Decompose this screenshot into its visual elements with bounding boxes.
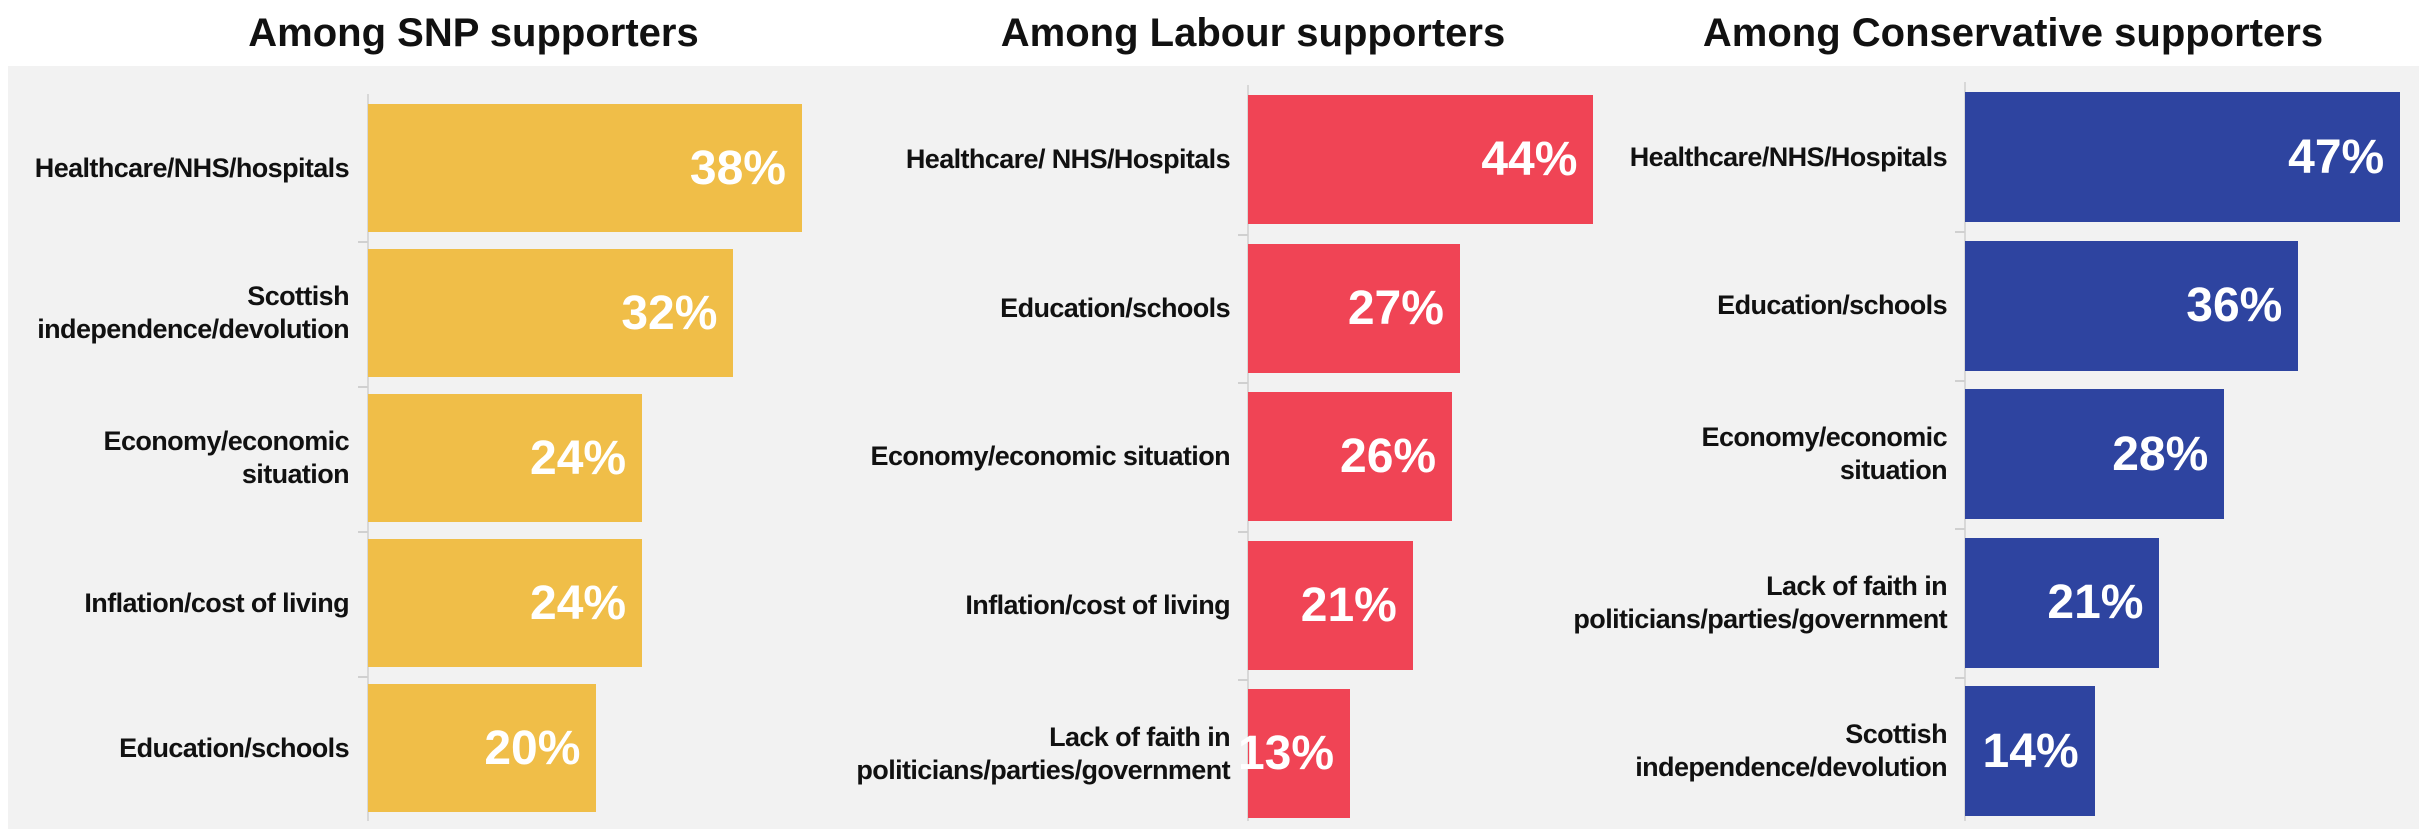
data-label: 47% (2288, 130, 2385, 184)
data-label: 20% (484, 721, 581, 775)
bar: 36% (1965, 240, 2299, 371)
axis-tick (358, 240, 368, 243)
bar: 32% (368, 249, 734, 377)
chart-panel-1: Among SNP supporters Healthcare/NHS/hospi… (8, 0, 939, 829)
category-label: Healthcare/NHS/Hospitals (1629, 141, 1948, 172)
category-label: Economy/economic situation (1701, 422, 1948, 485)
axis-tick (358, 530, 368, 533)
bar: 44% (1248, 95, 1594, 224)
bar: 21% (1965, 537, 2160, 668)
axis-tick (1955, 231, 1965, 234)
data-label: 21% (1300, 578, 1397, 632)
bar: 47% (1965, 92, 2401, 222)
bar: 21% (1248, 540, 1413, 670)
axis-tick (358, 675, 368, 678)
bar: 28% (1965, 389, 2225, 519)
data-label: 24% (530, 431, 627, 485)
bar: 27% (1248, 243, 1460, 373)
axis-tick (358, 385, 368, 388)
category-label: Inflation/cost of living (965, 589, 1230, 620)
bar: 14% (1965, 686, 2095, 816)
category-label: Economy/economic situation (870, 441, 1231, 472)
axis-tick (1955, 528, 1965, 531)
category-label: Scottish independence/devolution (1635, 719, 1947, 782)
category-label: Healthcare/ NHS/Hospitals (905, 144, 1231, 175)
category-label: Scottish independence/devolution (37, 281, 349, 344)
axis-tick (1955, 379, 1965, 382)
axis-tick (1238, 530, 1248, 533)
bar: 13% (1238, 689, 1351, 818)
bar: 38% (368, 104, 802, 232)
bar: 20% (368, 684, 597, 812)
category-label: Lack of faith in politicians/parties/gov… (1573, 570, 1947, 634)
chart-panel-2: Among Labour supporters Healthcare/ NHS/H… (853, 0, 1653, 829)
data-label: 36% (2186, 279, 2283, 332)
category-label: Education/schools (1000, 292, 1230, 323)
category-label: Lack of faith in politicians/parties/gov… (856, 721, 1230, 785)
data-label: 44% (1481, 133, 1578, 186)
axis-tick (1238, 233, 1248, 236)
data-label: 38% (689, 141, 786, 195)
chart-title: Among SNP supporters (248, 10, 699, 55)
axis-tick (1955, 676, 1965, 679)
data-label: 14% (1982, 724, 2079, 778)
category-label: Education/schools (119, 732, 349, 763)
category-label: Economy/economic situation (103, 426, 350, 489)
data-label: 13% (1237, 727, 1335, 780)
axis-tick (1238, 679, 1248, 682)
chart-title: Among Labour supporters (1000, 10, 1506, 55)
data-label: 27% (1347, 281, 1444, 335)
data-label: 24% (530, 576, 627, 630)
data-label: 28% (2112, 427, 2209, 481)
data-label: 21% (2047, 576, 2144, 629)
category-label: Inflation/cost of living (84, 587, 349, 618)
category-label: Education/schools (1717, 290, 1947, 321)
bar: 24% (368, 539, 643, 667)
axis-tick (1238, 382, 1248, 385)
bar: 26% (1248, 392, 1453, 521)
category-label: Healthcare/NHS/hospitals (34, 152, 350, 183)
chart-title: Among Conservative supporters (1702, 10, 2324, 55)
data-label: 32% (621, 286, 718, 340)
data-label: 26% (1340, 430, 1437, 483)
chart-panel-3: Among Conservative supporters Healthcare/… (1573, 0, 2419, 829)
bar: 24% (368, 394, 643, 522)
